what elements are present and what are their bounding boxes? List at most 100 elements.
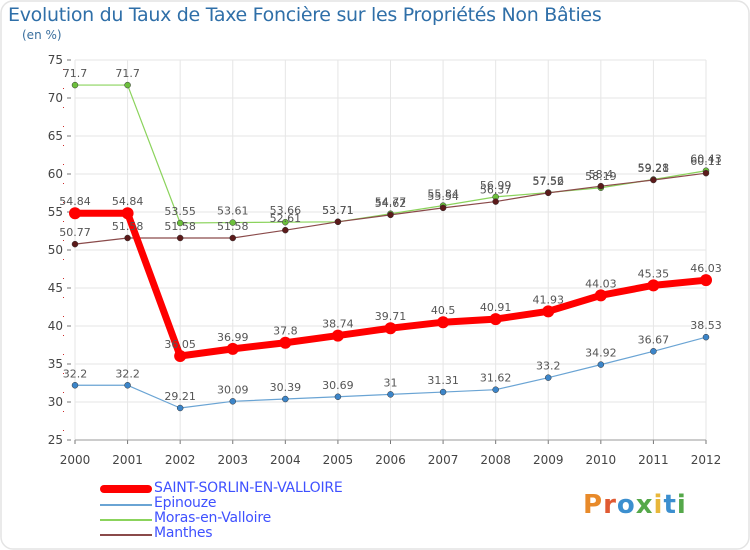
data-point-saint-sorlin-en-valloire xyxy=(121,207,134,220)
x-tick-label: 2010 xyxy=(586,453,617,467)
y-tick-label: 30 xyxy=(48,395,63,409)
y-tick-label: 50 xyxy=(48,243,63,257)
data-point-moras-en-valloire xyxy=(124,81,131,89)
x-tick-label: 2011 xyxy=(638,453,669,467)
data-label-manthes: 52.61 xyxy=(270,212,302,225)
data-label-epinouze: 31.31 xyxy=(427,374,459,387)
logo-letter: x xyxy=(635,490,654,520)
data-label-moras-en-valloire: 53.71 xyxy=(322,204,354,217)
data-label-moras-en-valloire: 53.66 xyxy=(270,204,302,217)
logo-letter: i xyxy=(676,490,687,520)
logo-letter: i xyxy=(653,490,664,520)
data-point-saint-sorlin-en-valloire xyxy=(69,207,81,220)
y-tick-label: 60 xyxy=(48,167,63,181)
data-point-manthes xyxy=(439,204,447,212)
data-point-moras-en-valloire xyxy=(176,219,184,227)
data-label-saint-sorlin-en-valloire: 36.05 xyxy=(164,338,196,351)
data-point-epinouze xyxy=(702,333,710,341)
y-tick-label: 35 xyxy=(48,357,63,371)
legend-label: Epinouze xyxy=(154,495,217,511)
data-label-saint-sorlin-en-valloire: 54.84 xyxy=(112,195,144,208)
data-point-epinouze xyxy=(176,404,184,412)
data-label-saint-sorlin-en-valloire: 46.03 xyxy=(690,262,722,275)
y-tick-label: 45 xyxy=(48,281,63,295)
y-tick-label: 40 xyxy=(48,319,63,333)
data-label-moras-en-valloire: 54.77 xyxy=(375,196,407,209)
x-tick-label: 2007 xyxy=(428,453,459,467)
data-label-manthes: 60.11 xyxy=(690,155,722,168)
data-point-saint-sorlin-en-valloire xyxy=(542,305,555,318)
data-label-epinouze: 31.62 xyxy=(480,372,512,385)
x-tick-label: 2012 xyxy=(691,453,722,467)
logo-letter: r xyxy=(603,490,617,520)
data-point-epinouze xyxy=(597,361,605,368)
data-point-manthes xyxy=(492,198,499,205)
data-label-moras-en-valloire: 58.19 xyxy=(585,170,617,183)
y-tick-label: 25 xyxy=(48,433,63,447)
data-label-manthes: 59.21 xyxy=(638,162,670,175)
data-label-saint-sorlin-en-valloire: 41.93 xyxy=(533,293,565,306)
legend-swatch xyxy=(100,534,152,536)
y-tick-label: 55 xyxy=(48,205,63,219)
logo-letter: P xyxy=(583,490,604,520)
data-label-saint-sorlin-en-valloire: 40.91 xyxy=(480,301,512,314)
data-label-epinouze: 33.2 xyxy=(536,360,561,373)
data-point-saint-sorlin-en-valloire xyxy=(279,336,292,349)
data-label-manthes: 56.37 xyxy=(480,184,512,197)
data-label-manthes: 53.71 xyxy=(322,204,354,217)
legend-label: SAINT-SORLIN-EN-VALLOIRE xyxy=(154,480,343,496)
data-label-epinouze: 29.21 xyxy=(164,390,196,403)
data-label-manthes: 51.58 xyxy=(217,220,249,233)
data-point-epinouze xyxy=(545,374,552,381)
data-label-epinouze: 38.53 xyxy=(690,319,722,332)
y-tick-label: 75 xyxy=(48,53,63,67)
data-point-saint-sorlin-en-valloire xyxy=(226,342,239,355)
data-point-saint-sorlin-en-valloire xyxy=(647,279,660,292)
data-label-epinouze: 30.69 xyxy=(322,379,354,392)
data-label-moras-en-valloire: 71.7 xyxy=(115,67,140,80)
data-label-moras-en-valloire: 60.43 xyxy=(690,153,722,166)
data-label-epinouze: 30.39 xyxy=(270,381,302,394)
data-label-saint-sorlin-en-valloire: 45.35 xyxy=(638,267,670,280)
data-point-epinouze xyxy=(387,391,394,398)
data-label-manthes: 51.58 xyxy=(164,220,196,233)
data-point-manthes xyxy=(702,169,710,177)
data-label-manthes: 55.54 xyxy=(427,190,459,203)
data-label-moras-en-valloire: 71.7 xyxy=(63,67,88,80)
data-point-epinouze xyxy=(334,393,342,401)
data-label-moras-en-valloire: 57.56 xyxy=(533,175,565,188)
x-tick-label: 2000 xyxy=(60,453,91,467)
data-point-epinouze xyxy=(492,386,499,393)
logo-letter: t xyxy=(663,490,677,520)
data-point-saint-sorlin-en-valloire xyxy=(331,329,344,342)
data-label-moras-en-valloire: 55.84 xyxy=(427,188,459,201)
logo-letter: o xyxy=(616,490,636,520)
data-point-epinouze xyxy=(282,395,289,403)
data-label-epinouze: 34.92 xyxy=(585,347,617,360)
y-tick-label: 65 xyxy=(48,129,63,143)
data-point-saint-sorlin-en-valloire xyxy=(174,350,187,363)
data-point-saint-sorlin-en-valloire xyxy=(700,274,712,287)
legend-swatch xyxy=(100,504,152,506)
legend-label: Moras-en-Valloire xyxy=(154,510,272,526)
y-tick-label: 70 xyxy=(48,91,63,105)
data-label-moras-en-valloire: 59.28 xyxy=(638,161,670,174)
data-label-manthes: 57.52 xyxy=(533,175,565,188)
data-label-manthes: 50.77 xyxy=(59,226,91,239)
data-label-saint-sorlin-en-valloire: 37.8 xyxy=(273,325,298,338)
data-point-manthes xyxy=(597,182,605,190)
data-label-epinouze: 32.2 xyxy=(115,367,140,380)
data-point-epinouze xyxy=(124,382,131,389)
chart-title: Evolution du Taux de Taxe Foncière sur l… xyxy=(8,4,602,26)
data-label-manthes: 58.4 xyxy=(589,168,614,181)
data-label-manthes: 51.58 xyxy=(112,220,144,233)
data-label-saint-sorlin-en-valloire: 39.71 xyxy=(375,310,407,323)
x-tick-label: 2009 xyxy=(533,453,564,467)
data-point-epinouze xyxy=(229,398,236,405)
data-point-manthes xyxy=(124,234,131,242)
data-point-moras-en-valloire xyxy=(282,218,289,226)
legend-swatch xyxy=(100,485,152,493)
data-point-moras-en-valloire xyxy=(71,81,79,89)
